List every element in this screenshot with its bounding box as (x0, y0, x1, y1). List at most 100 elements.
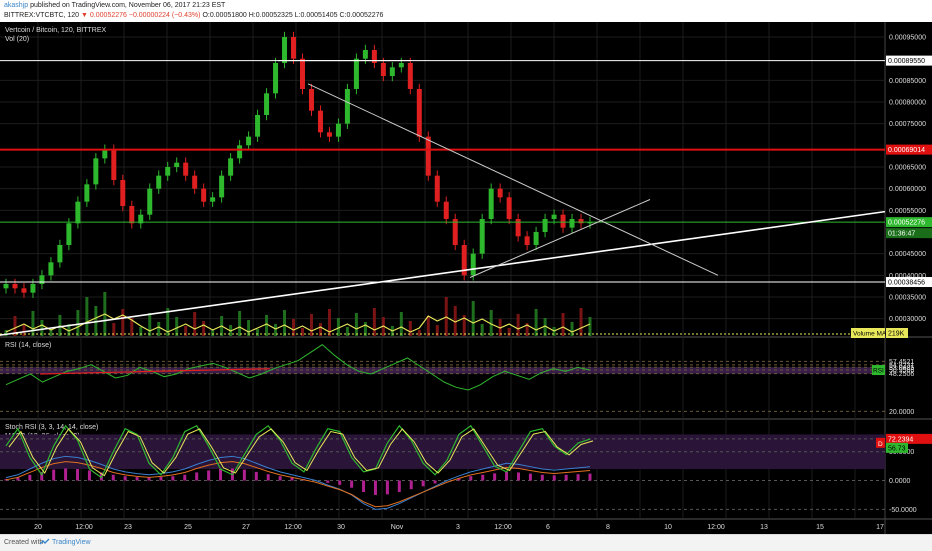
candle-body[interactable] (317, 110, 323, 133)
candle-body[interactable] (587, 222, 593, 224)
time-tick-label: 10 (664, 524, 672, 531)
candle-body[interactable] (147, 188, 153, 215)
price-axis[interactable]: 0.00095000 0.00085000 0.00080000 0.00075000… (886, 35, 932, 514)
candle-body[interactable] (578, 219, 584, 224)
trading-chart[interactable]: Vertcoin / Bitcoin, 120, BITTREX Vol (20)… (0, 22, 932, 534)
candle-body[interactable] (326, 132, 332, 137)
candle-body[interactable] (335, 123, 341, 137)
candle-body[interactable] (407, 63, 413, 89)
candle-body[interactable] (569, 219, 575, 228)
candle-body[interactable] (48, 262, 54, 276)
candle-body[interactable] (120, 180, 126, 206)
candle-body[interactable] (380, 63, 386, 76)
candle-body[interactable] (282, 37, 288, 63)
candle-body[interactable] (183, 162, 189, 176)
candle-body[interactable] (174, 162, 180, 167)
chart-title: Vertcoin / Bitcoin, 120, BITTREX (5, 27, 106, 34)
candle-body[interactable] (497, 188, 503, 198)
candle-body[interactable] (57, 245, 63, 263)
candle-body[interactable] (353, 58, 359, 89)
candle-body[interactable] (434, 175, 440, 202)
time-tick-label: 12:00 (707, 524, 725, 531)
candle-body[interactable] (30, 284, 36, 293)
candle-body[interactable] (560, 214, 566, 228)
rsi-divergence-line[interactable] (39, 368, 271, 375)
tradingview-brand[interactable]: TradingView (52, 539, 91, 546)
support-trendline[interactable] (0, 210, 886, 336)
candle-body[interactable] (308, 89, 314, 111)
rsi-level-label: 57.4521 (889, 359, 914, 366)
candle-body[interactable] (506, 197, 512, 219)
candle-body[interactable] (425, 136, 431, 176)
candle-body[interactable] (551, 214, 557, 219)
candle-body[interactable] (93, 158, 99, 185)
candle-body[interactable] (398, 63, 404, 68)
candle-body[interactable] (12, 284, 18, 289)
candle-body[interactable] (416, 89, 422, 137)
candle-body[interactable] (273, 63, 279, 94)
volume-bar (175, 317, 179, 336)
volume-bar (480, 324, 484, 336)
candle-body[interactable] (533, 232, 539, 245)
candle-body[interactable] (362, 50, 368, 59)
volume-bar (112, 323, 116, 336)
stoch-macd-pane[interactable]: Stoch RSI (3, 3, 14, 14, close)MACD (12,… (0, 424, 885, 510)
rising-trendline[interactable] (469, 199, 651, 278)
price-pane[interactable]: Vertcoin / Bitcoin, 120, BITTREX Vol (20)… (0, 27, 887, 338)
macd-histogram-bar (493, 473, 497, 481)
price-level-tag (886, 55, 932, 66)
candle-body[interactable] (66, 223, 72, 245)
candle-body[interactable] (461, 245, 467, 276)
candle-body[interactable] (452, 219, 458, 245)
candle-body[interactable] (228, 158, 234, 176)
candle-body[interactable] (210, 197, 216, 202)
candle-body[interactable] (344, 89, 350, 124)
volume-bar (588, 317, 592, 336)
candle-body[interactable] (389, 67, 395, 76)
candle-body[interactable] (470, 253, 476, 276)
candle-body[interactable] (246, 136, 252, 146)
candle-body[interactable] (515, 219, 521, 237)
candle-body[interactable] (111, 149, 117, 180)
macd-histogram-bar (123, 476, 127, 481)
candle-body[interactable] (299, 58, 305, 89)
rsi-pane[interactable]: RSI (14, close) RSI (0, 342, 885, 412)
author-link[interactable]: akashjp (4, 2, 29, 9)
candle-body[interactable] (102, 149, 108, 159)
candle-body[interactable] (3, 284, 9, 289)
candle-body[interactable] (75, 201, 81, 224)
candle-body[interactable] (219, 175, 225, 198)
macd-histogram-bar (290, 477, 294, 481)
chart-header: akashjp published on TradingView.com, No… (0, 0, 932, 22)
time-axis[interactable]: 20 12:00 23 25 27 12:00 30 Nov 3 12:00 6 8 10 12:00 13… (34, 524, 884, 531)
candle-body[interactable] (255, 115, 261, 137)
candle-body[interactable] (201, 188, 207, 202)
candle-body[interactable] (488, 188, 494, 219)
macd-histogram-bar (147, 477, 151, 481)
candle-body[interactable] (192, 175, 198, 189)
candle-body[interactable] (371, 50, 377, 63)
volume-bar (184, 326, 188, 336)
candle-body[interactable] (237, 145, 243, 159)
candle-body[interactable] (39, 275, 45, 284)
rsi-title: RSI (14, close) (5, 342, 51, 349)
macd-histogram-bar (326, 480, 330, 483)
candle-body[interactable] (542, 219, 548, 232)
candle-body[interactable] (156, 175, 162, 189)
candle-body[interactable] (264, 93, 270, 115)
price-tick-label: 0.00060000 (889, 186, 926, 193)
macd-histogram-bar (40, 471, 44, 481)
candle-body[interactable] (443, 201, 449, 219)
candle-body[interactable] (524, 236, 530, 245)
candle-body[interactable] (291, 37, 297, 59)
volume-bar (121, 309, 125, 336)
volume-bar (354, 313, 358, 336)
candle-body[interactable] (84, 184, 90, 202)
candle-body[interactable] (165, 167, 171, 176)
candle-body[interactable] (129, 206, 135, 224)
candle-body[interactable] (21, 288, 27, 293)
volume-bar (318, 323, 322, 336)
candle-body[interactable] (479, 219, 485, 254)
candle-body[interactable] (138, 214, 144, 224)
resistance-trendline[interactable] (307, 83, 719, 276)
